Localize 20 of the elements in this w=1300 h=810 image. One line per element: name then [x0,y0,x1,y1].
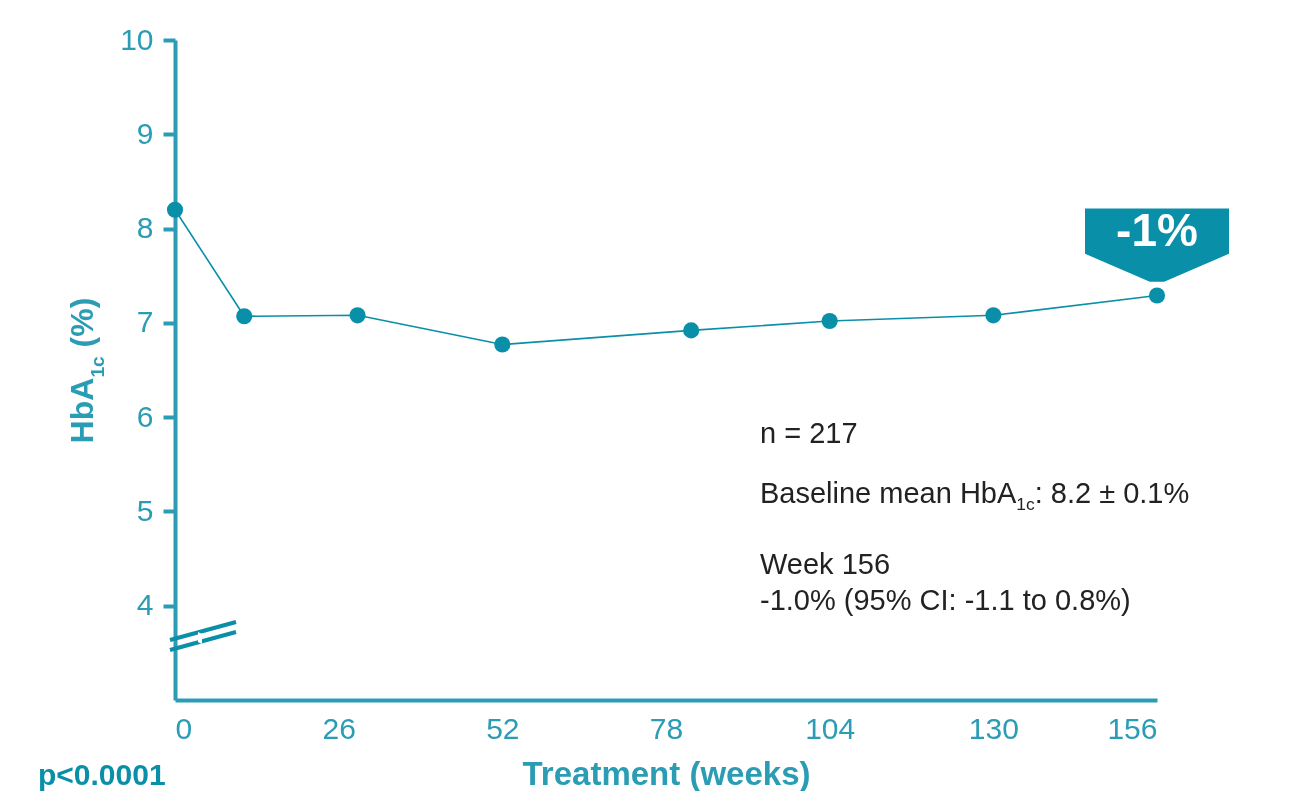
x-axis-title: Treatment (weeks) [522,754,811,792]
y-tick-label: 5 [136,493,154,527]
x-tick-label: 52 [486,711,520,745]
y-tick-label: 4 [136,588,154,622]
x-tick-label: 0 [175,711,193,745]
x-tick-label: 104 [805,711,856,745]
y-tick-label: 6 [136,399,154,433]
annotation: n = 217 [760,416,859,451]
annotation: -1% [1116,203,1198,256]
y-tick-label: 7 [136,305,154,339]
annotation: Week 156 -1.0% (95% CI: -1.1 to 0.8%) [760,546,1132,618]
y-tick-label: 9 [136,116,154,150]
x-tick-label: 26 [322,711,356,745]
x-tick-label: 130 [968,711,1019,745]
annotation: Baseline mean HbA$_{1c}$: 8.2 ± 0.1% [760,476,1190,516]
y-tick-label: 8 [136,211,154,245]
text: p<0.0001 [38,758,166,792]
x-tick-label: 78 [649,711,684,745]
x-tick-label: 156 [1107,711,1158,745]
y-tick-label: 10 [120,22,154,56]
